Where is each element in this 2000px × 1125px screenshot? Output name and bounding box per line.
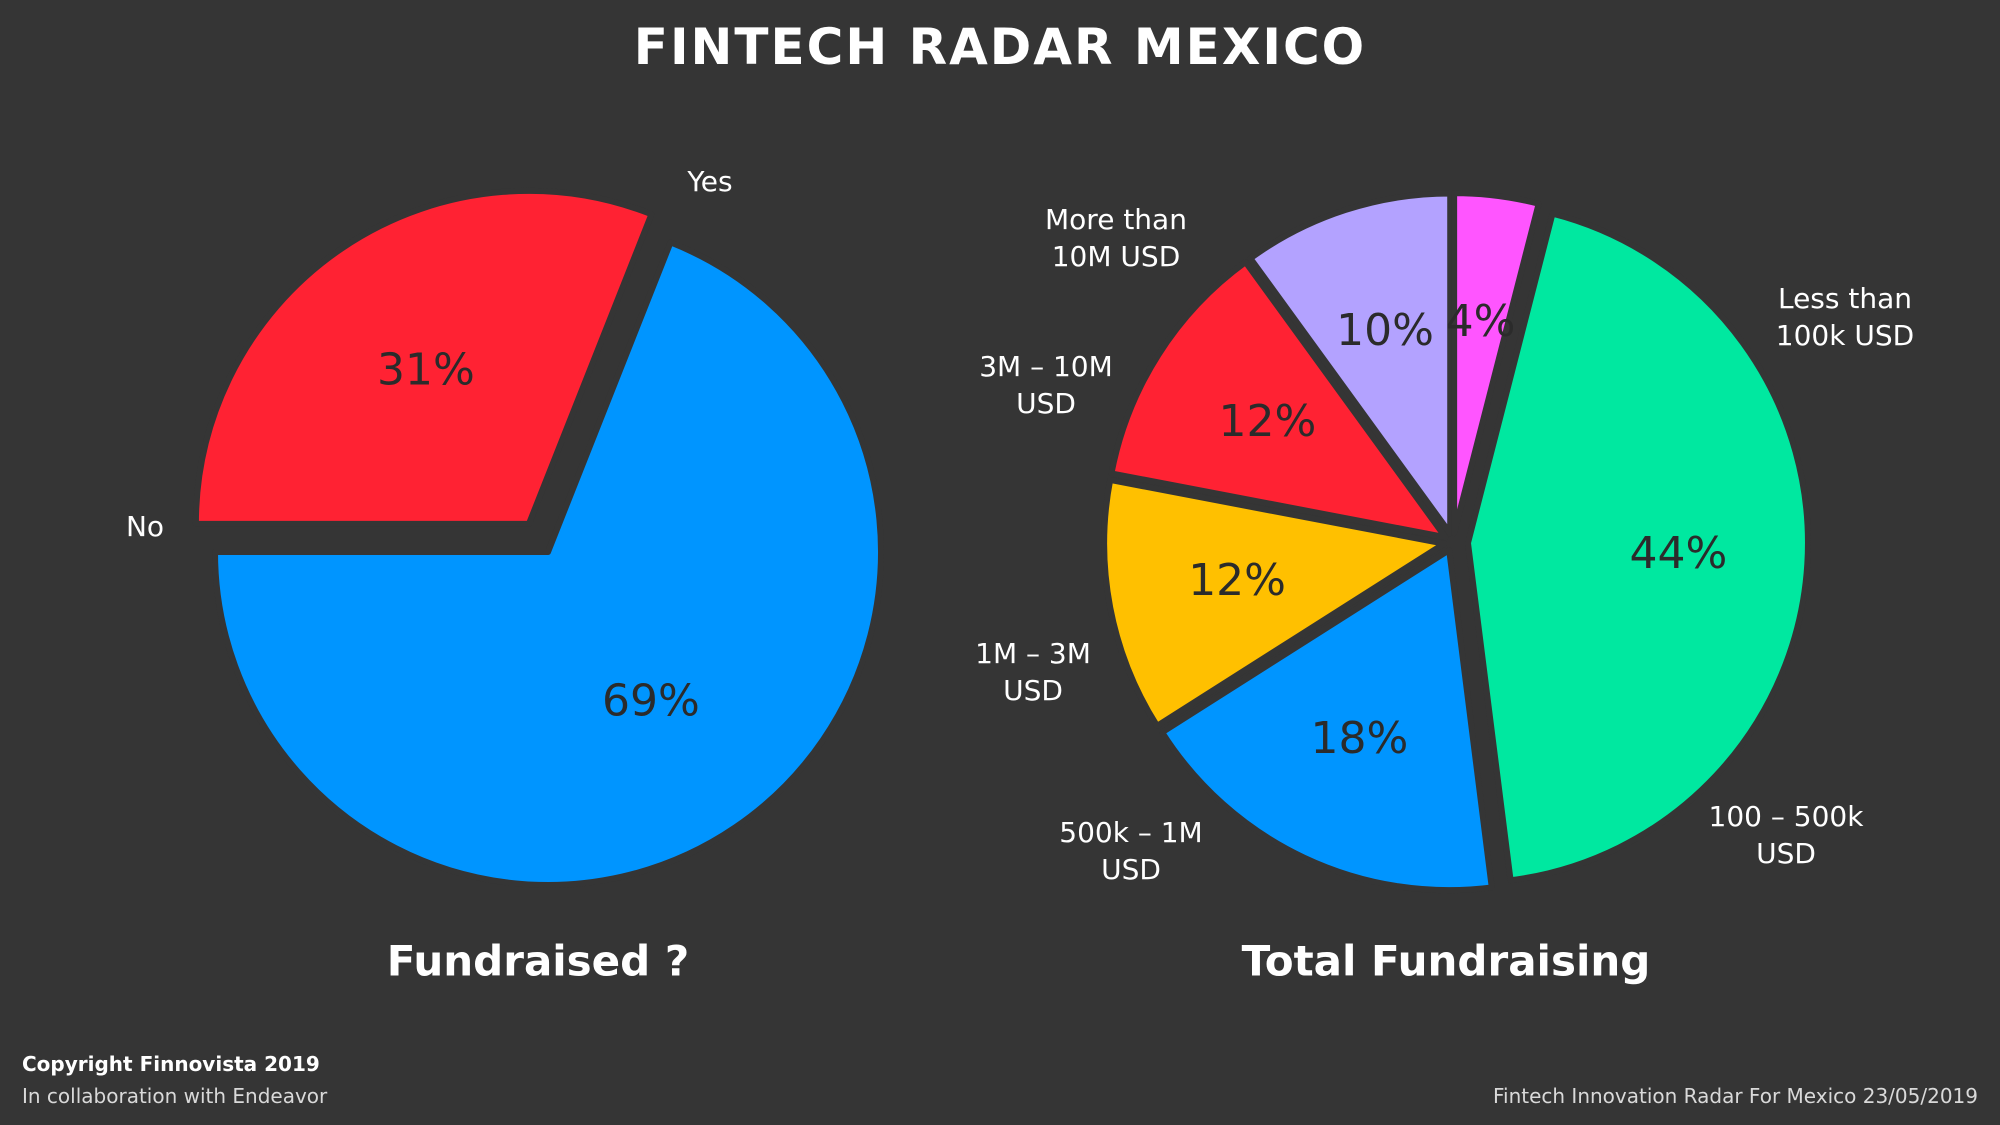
total-fundraising-slice-500k-1m-usd: [1101, 476, 1448, 729]
total-fundraising-slice-100-500k-usd: [1159, 547, 1495, 894]
footer-left: Copyright Finnovista 2019 In collaborati…: [22, 1048, 327, 1112]
total-fundraising-category-label-500k-1m-usd: 500k – 1M USD: [1059, 816, 1202, 886]
total-fundraising-category-label-3m-10m-usd: 3M – 10M USD: [979, 350, 1113, 420]
fundraised-pie-chart: 69% Yes 31% No Fundraised ?: [126, 165, 884, 986]
total-fundraising-value-label-more-than-10m-usd: 4%: [1446, 296, 1516, 347]
total-fundraising-slice-3m-10m-usd: [1247, 190, 1454, 537]
collaboration-text: In collaboration with Endeavor: [22, 1084, 328, 1108]
fundraised-value-label-no: 31%: [377, 344, 475, 395]
page-title: FINTECH RADAR MEXICO: [633, 18, 1367, 76]
fundraised-slice-yes: [212, 239, 884, 888]
total-fundraising-value-label-3m-10m-usd: 10%: [1336, 305, 1434, 356]
total-fundraising-category-label-100-500k-usd: 100 – 500k USD: [1709, 800, 1865, 870]
total-fundraising-category-label-1m-3m-usd: 1M – 3M USD: [975, 637, 1091, 707]
total-fundraising-slice-less-than-100k-usd: [1464, 210, 1811, 884]
fundraised-value-label-yes: 69%: [602, 675, 700, 726]
copyright-text: Copyright Finnovista 2019: [22, 1052, 320, 1076]
total-fundraising-value-label-100-500k-usd: 18%: [1311, 713, 1409, 764]
total-fundraising-pie-chart: 44% Less than 100k USD 18% 100 – 500k USD 12% 5…: [975, 190, 1914, 986]
total-fundraising-value-label-500k-1m-usd: 12%: [1188, 555, 1286, 606]
total-fundraising-category-label-more-than-10m-usd: More than 10M USD: [1045, 203, 1187, 273]
total-fundraising-slice-more-than-10m-usd: [1451, 190, 1542, 537]
total-fundraising-category-label-less-than-100k-usd: Less than 100k USD: [1776, 282, 1914, 352]
fundraised-slice-no: [192, 187, 655, 527]
fundraised-chart-title: Fundraised ?: [387, 937, 689, 986]
total-fundraising-value-label-less-than-100k-usd: 44%: [1629, 528, 1727, 579]
total-fundraising-value-label-1m-3m-usd: 12%: [1219, 396, 1317, 447]
total-fundraising-chart-title: Total Fundraising: [1242, 937, 1651, 986]
fundraised-category-label-yes: Yes: [686, 165, 732, 198]
total-fundraising-slice-1m-3m-usd: [1108, 259, 1449, 541]
source-text: Fintech Innovation Radar For Mexico 23/0…: [1492, 1084, 1978, 1108]
fundraised-category-label-no: No: [126, 510, 164, 543]
